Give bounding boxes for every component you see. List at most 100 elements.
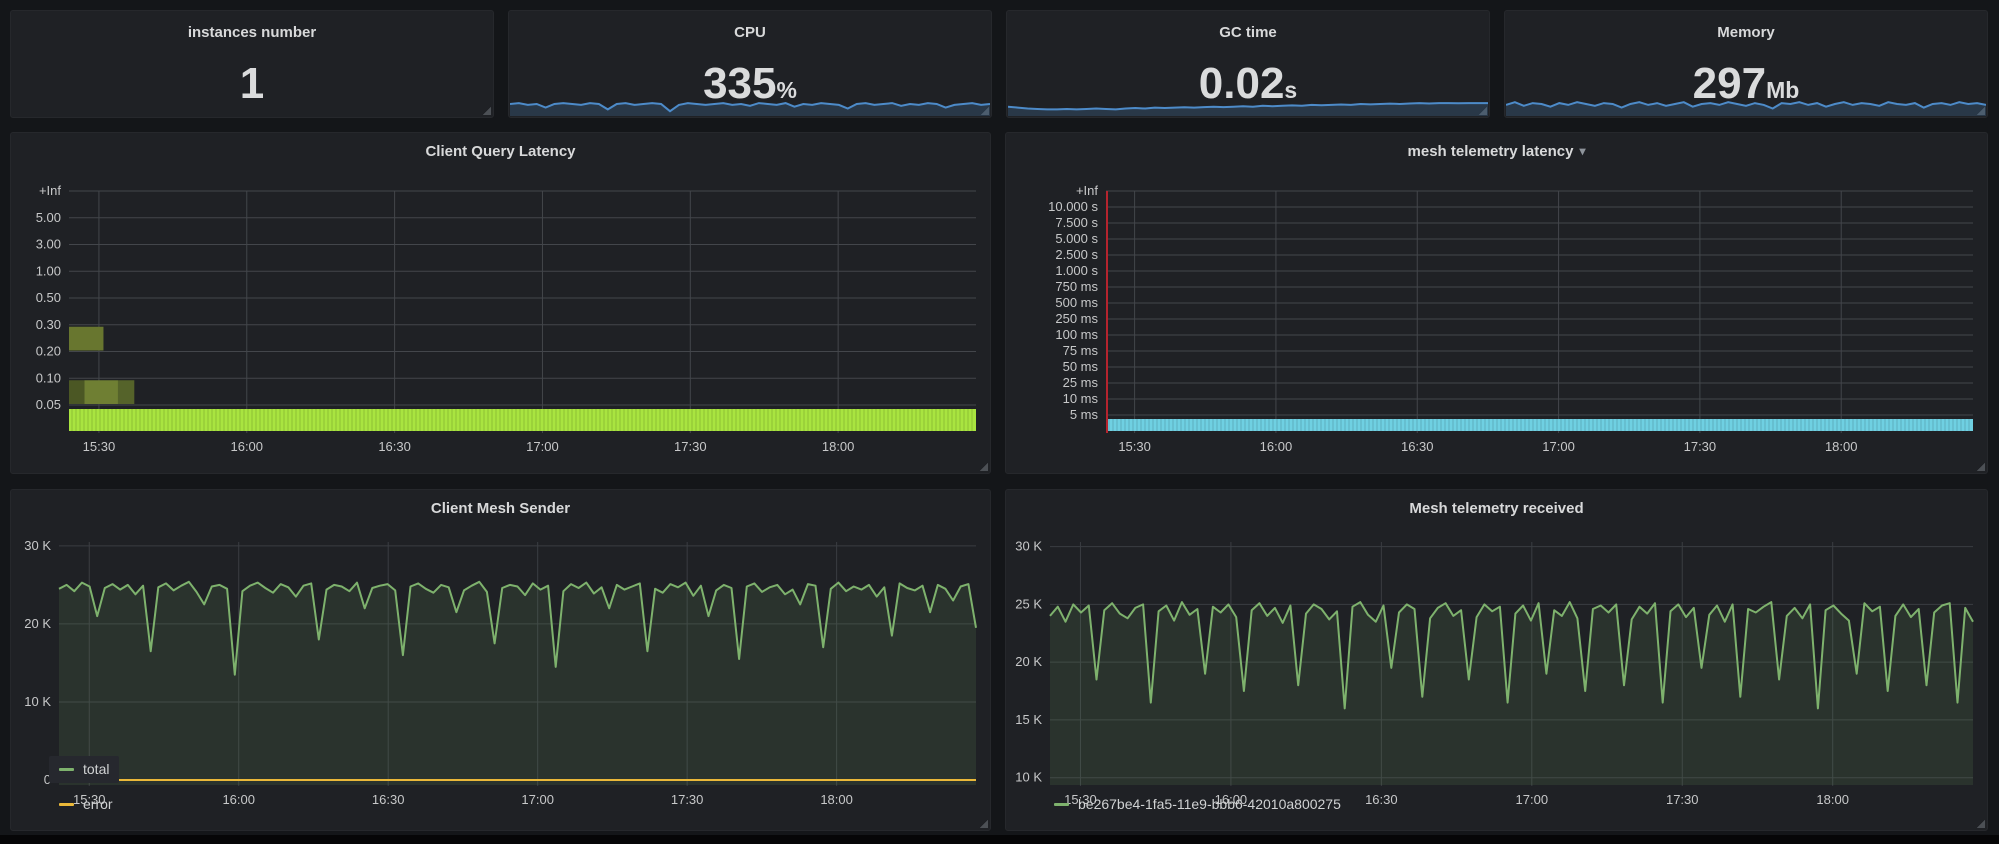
panel-title[interactable]: mesh telemetry latency ▾: [1006, 133, 1987, 167]
svg-text:0.05: 0.05: [36, 397, 61, 412]
line-chart-plot[interactable]: 15:30 16:00 16:30 17:00 17:30 18:00 30 K 25 K 20…: [1012, 524, 1981, 807]
panel-resize-handle[interactable]: [1976, 819, 1985, 828]
panel-resize-handle[interactable]: [980, 106, 989, 115]
svg-text:20 K: 20 K: [1015, 654, 1042, 669]
chevron-down-icon: ▾: [1579, 144, 1586, 158]
svg-text:18:00: 18:00: [822, 439, 855, 454]
svg-text:5.00: 5.00: [36, 210, 61, 225]
panel-mesh-telemetry-received: Mesh telemetry received 15:30 16:00 16:30 1…: [1005, 489, 1988, 831]
svg-text:16:30: 16:30: [372, 792, 405, 807]
svg-text:17:30: 17:30: [1666, 792, 1699, 807]
panel-resize-handle[interactable]: [1976, 106, 1985, 115]
panel-title[interactable]: Client Mesh Sender: [430, 500, 571, 517]
panel-resize-handle[interactable]: [482, 106, 491, 115]
panel-resize-handle[interactable]: [979, 819, 988, 828]
stat-value: 297Mb: [1692, 59, 1800, 108]
svg-text:15:30: 15:30: [1064, 792, 1097, 807]
panel-resize-handle[interactable]: [979, 462, 988, 471]
svg-text:10 K: 10 K: [24, 694, 51, 709]
svg-text:10 K: 10 K: [1015, 770, 1042, 785]
heatmap-plot[interactable]: 15:30 16:00 16:30 17:00 17:30 18:00 +Inf 5.00 3.…: [17, 183, 984, 459]
panel-cpu: CPU 335%: [508, 10, 992, 118]
panel-client-mesh-sender: Client Mesh Sender 15:30 16:00 16:30 17:00 1…: [10, 489, 991, 831]
legend-label: total: [83, 761, 110, 778]
svg-text:1.00: 1.00: [36, 263, 61, 278]
svg-text:25 K: 25 K: [1015, 596, 1042, 611]
svg-text:16:30: 16:30: [378, 439, 411, 454]
svg-text:15:30: 15:30: [73, 792, 106, 807]
legend-item[interactable]: be267be4-1fa5-11e9-bbb6-42010a800275: [1044, 791, 1351, 818]
svg-text:75 ms: 75 ms: [1063, 343, 1099, 358]
stat-value: 0.02s: [1198, 59, 1298, 108]
svg-text:15:30: 15:30: [1118, 439, 1151, 454]
svg-text:3.00: 3.00: [36, 237, 61, 252]
panel-title[interactable]: instances number: [187, 24, 317, 41]
svg-text:30 K: 30 K: [24, 538, 51, 553]
legend-item[interactable]: error: [49, 791, 123, 818]
svg-text:16:00: 16:00: [230, 439, 263, 454]
svg-text:18:00: 18:00: [1825, 439, 1858, 454]
line-chart-plot[interactable]: 15:30 16:00 16:30 17:00 17:30 18:00 30 K 20 K 10…: [17, 524, 984, 807]
svg-text:750 ms: 750 ms: [1055, 279, 1098, 294]
panel-title-text: mesh telemetry latency: [1407, 143, 1574, 160]
svg-text:50 ms: 50 ms: [1063, 359, 1099, 374]
svg-text:+Inf: +Inf: [1076, 183, 1098, 198]
legend: total error: [11, 750, 990, 830]
legend-label: error: [83, 796, 113, 813]
panel-title[interactable]: Memory: [1717, 24, 1775, 41]
svg-text:18:00: 18:00: [1816, 792, 1849, 807]
panel-instances-number: instances number 1: [10, 10, 494, 118]
svg-text:16:00: 16:00: [1260, 439, 1293, 454]
panel-title[interactable]: Client Query Latency: [425, 143, 576, 160]
svg-text:0: 0: [44, 772, 51, 787]
svg-text:16:30: 16:30: [1365, 792, 1398, 807]
legend-series-color-icon: [59, 768, 74, 772]
svg-text:15 K: 15 K: [1015, 712, 1042, 727]
svg-text:1.000 s: 1.000 s: [1055, 263, 1098, 278]
legend-label: be267be4-1fa5-11e9-bbb6-42010a800275: [1078, 796, 1341, 813]
legend-item[interactable]: total: [49, 756, 120, 784]
legend-series-color-icon: [1054, 803, 1069, 807]
svg-text:30 K: 30 K: [1015, 539, 1042, 554]
stat-value: 335%: [703, 59, 797, 108]
legend-series-color-icon: [59, 803, 74, 807]
svg-text:17:00: 17:00: [521, 792, 554, 807]
svg-text:2.500 s: 2.500 s: [1055, 247, 1098, 262]
svg-text:17:00: 17:00: [526, 439, 559, 454]
svg-text:20 K: 20 K: [24, 616, 51, 631]
svg-text:16:30: 16:30: [1401, 439, 1434, 454]
svg-text:5 ms: 5 ms: [1070, 407, 1099, 422]
svg-text:7.500 s: 7.500 s: [1055, 215, 1098, 230]
panel-client-query-latency: Client Query Latency 15:30 16:00 16:30 17:0…: [10, 132, 991, 474]
panel-title[interactable]: CPU: [734, 24, 766, 41]
svg-text:17:00: 17:00: [1542, 439, 1575, 454]
svg-text:15:30: 15:30: [83, 439, 116, 454]
svg-text:10 ms: 10 ms: [1063, 391, 1099, 406]
svg-text:5.000 s: 5.000 s: [1055, 231, 1098, 246]
stat-value: 1: [239, 59, 265, 108]
svg-text:17:30: 17:30: [671, 792, 704, 807]
svg-text:16:00: 16:00: [222, 792, 255, 807]
svg-text:500 ms: 500 ms: [1055, 295, 1098, 310]
svg-text:0.50: 0.50: [36, 290, 61, 305]
panel-gc-time: GC time 0.02s: [1006, 10, 1490, 118]
viewport-bottom-edge: [0, 835, 1999, 844]
panel-resize-handle[interactable]: [1976, 462, 1985, 471]
svg-text:100 ms: 100 ms: [1055, 327, 1098, 342]
svg-text:250 ms: 250 ms: [1055, 311, 1098, 326]
svg-text:16:00: 16:00: [1215, 792, 1248, 807]
stat-sparkline: [1506, 92, 1986, 116]
panel-title[interactable]: GC time: [1219, 24, 1277, 41]
svg-text:25 ms: 25 ms: [1063, 375, 1099, 390]
svg-text:17:00: 17:00: [1516, 792, 1549, 807]
stat-sparkline: [510, 92, 990, 116]
svg-text:0.10: 0.10: [36, 370, 61, 385]
svg-text:18:00: 18:00: [820, 792, 853, 807]
heatmap-plot[interactable]: 15:30 16:00 16:30 17:00 17:30 18:00 +Inf 10.000…: [1012, 183, 1981, 459]
panel-resize-handle[interactable]: [1478, 106, 1487, 115]
legend: be267be4-1fa5-11e9-bbb6-42010a800275: [1006, 785, 1987, 830]
panel-title[interactable]: Mesh telemetry received: [1409, 500, 1584, 517]
svg-text:+Inf: +Inf: [39, 183, 61, 198]
panel-mesh-telemetry-latency: mesh telemetry latency ▾ 15:30 16:00 16:30 1…: [1005, 132, 1988, 474]
svg-text:10.000 s: 10.000 s: [1048, 199, 1098, 214]
